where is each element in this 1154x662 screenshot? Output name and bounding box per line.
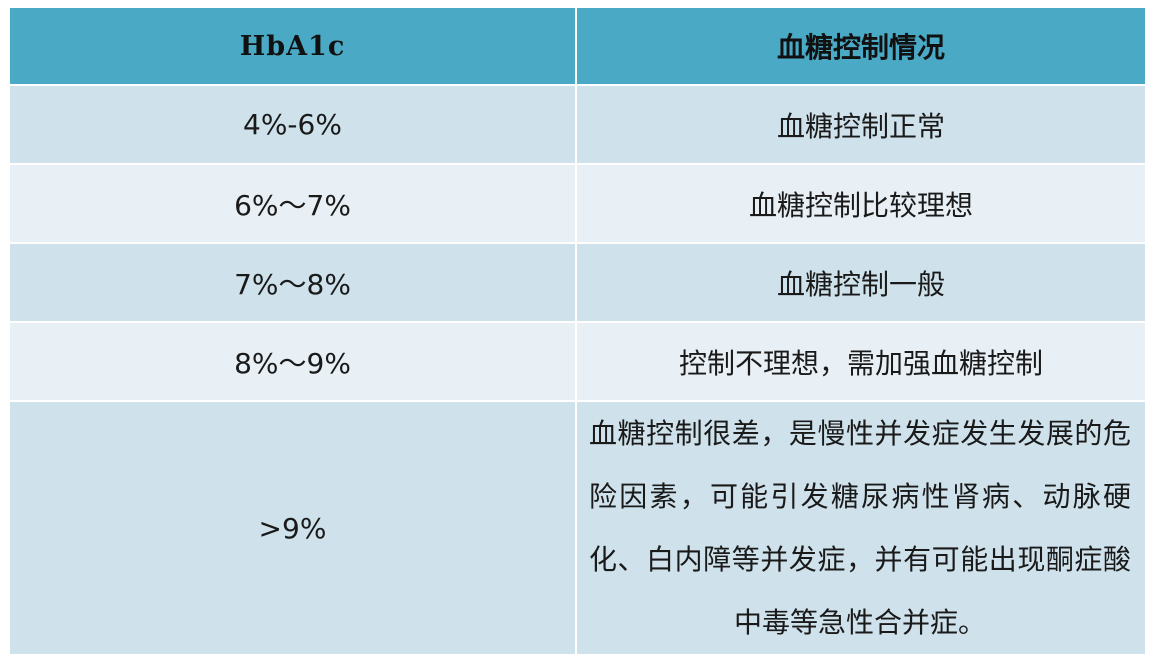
hba1c-cell: >9% [8,400,577,656]
status-cell: 血糖控制很差，是慢性并发症发生发展的危险因素，可能引发糖尿病性肾病、动脉硬化、白… [575,400,1147,656]
header-hba1c: HbA1c [8,6,577,86]
table-row: >9% 血糖控制很差，是慢性并发症发生发展的危险因素，可能引发糖尿病性肾病、动脉… [8,400,1147,656]
header-row: HbA1c 血糖控制情况 [8,6,1147,86]
table-row: 8%～9% 控制不理想，需加强血糖控制 [8,321,1147,402]
table-body: 4%-6% 血糖控制正常 6%～7% 血糖控制比较理想 7%～8% 血糖控制一般… [8,84,1147,656]
hba1c-table-container: HbA1c 血糖控制情况 4%-6% 血糖控制正常 6%～7% 血糖控制比较理想… [8,6,1147,656]
hba1c-cell: 7%～8% [8,242,577,323]
status-cell: 血糖控制正常 [575,84,1147,165]
hba1c-cell: 8%～9% [8,321,577,402]
table-row: 4%-6% 血糖控制正常 [8,84,1147,165]
table-row: 6%～7% 血糖控制比较理想 [8,163,1147,244]
status-cell: 控制不理想，需加强血糖控制 [575,321,1147,402]
hba1c-table: HbA1c 血糖控制情况 4%-6% 血糖控制正常 6%～7% 血糖控制比较理想… [8,6,1147,656]
header-status: 血糖控制情况 [575,6,1147,86]
status-cell: 血糖控制比较理想 [575,163,1147,244]
table-row: 7%～8% 血糖控制一般 [8,242,1147,323]
hba1c-cell: 4%-6% [8,84,577,165]
table-header: HbA1c 血糖控制情况 [8,6,1147,86]
hba1c-cell: 6%～7% [8,163,577,244]
status-cell: 血糖控制一般 [575,242,1147,323]
